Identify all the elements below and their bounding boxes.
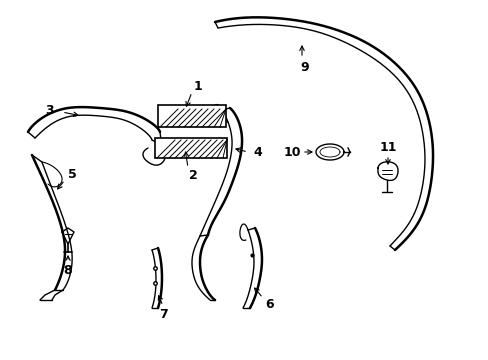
Text: 10: 10 — [283, 145, 300, 158]
Text: 4: 4 — [253, 145, 262, 158]
Text: 5: 5 — [67, 167, 76, 180]
Text: 1: 1 — [193, 80, 202, 93]
Text: 9: 9 — [300, 60, 309, 73]
Text: 6: 6 — [265, 298, 274, 311]
Text: 2: 2 — [188, 168, 197, 181]
Text: 7: 7 — [158, 307, 167, 320]
Text: 11: 11 — [379, 140, 396, 153]
Bar — [155, 138, 226, 158]
Text: 3: 3 — [45, 104, 54, 117]
Bar — [158, 105, 225, 127]
Text: 8: 8 — [63, 264, 72, 276]
